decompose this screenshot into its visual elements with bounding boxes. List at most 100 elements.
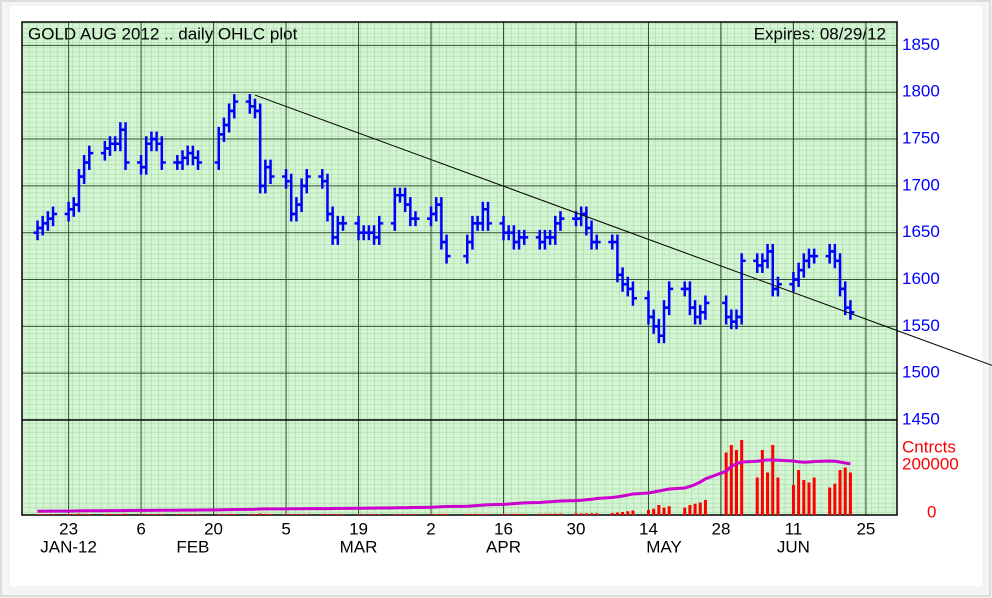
y-tick-label: 1600	[902, 269, 940, 288]
volume-bar	[408, 514, 412, 515]
volume-bar	[833, 483, 837, 515]
open-interest-line	[37, 458, 851, 513]
month-label: APR	[486, 537, 521, 556]
volume-bar	[734, 450, 738, 515]
volume-bar	[481, 514, 485, 515]
chart-title: GOLD AUG 2012 .. daily OHLC plot	[28, 24, 298, 43]
volume-bar	[595, 513, 599, 515]
x-tick-label: 19	[349, 519, 368, 538]
volume-bar	[398, 514, 402, 515]
y-tick-label: 1500	[902, 363, 940, 382]
x-tick-label: 5	[281, 519, 290, 538]
volume-bar	[175, 514, 179, 515]
volume-bar	[103, 514, 107, 515]
y2-axis-label: Cntrcts	[902, 437, 956, 456]
volume-bar	[258, 513, 262, 515]
x-tick-label: 16	[494, 519, 513, 538]
volume-bar	[631, 510, 635, 515]
volume-bar	[791, 485, 795, 515]
x-tick-label: 14	[639, 519, 658, 538]
volume-bar	[771, 445, 775, 515]
x-tick-label: 6	[136, 519, 145, 538]
volume-bar	[341, 514, 345, 515]
volume-bar	[331, 513, 335, 515]
volume-bar	[698, 502, 702, 515]
volume-bar	[579, 513, 583, 515]
volume-bar	[196, 514, 200, 515]
volume-bar	[362, 514, 366, 515]
volume-bar	[263, 513, 267, 515]
volume-bar	[41, 514, 45, 515]
volume-bar	[626, 511, 630, 515]
y-tick-label: 1650	[902, 222, 940, 241]
volume-bar	[538, 513, 542, 515]
volume-bar	[688, 505, 692, 515]
volume-bar	[113, 514, 117, 515]
volume-bar	[512, 513, 516, 515]
y-tick-label: 1450	[902, 409, 940, 428]
y2-tick-label: 200000	[902, 454, 959, 473]
volume-bar	[610, 513, 614, 515]
x-tick-label: 28	[712, 519, 731, 538]
volume-bar	[160, 514, 164, 515]
volume-bar	[227, 514, 231, 515]
volume-bar	[222, 514, 226, 515]
volume-bar	[507, 513, 511, 515]
volume-bar	[253, 514, 257, 515]
month-label: JUN	[777, 537, 810, 556]
volume-bar	[766, 472, 770, 515]
volume-bar	[476, 514, 480, 515]
volume-bar	[367, 514, 371, 515]
volume-bar	[843, 467, 847, 515]
volume-bar	[553, 513, 557, 515]
volume-bar	[470, 514, 474, 515]
volume-bar	[760, 450, 764, 515]
y-tick-label: 1550	[902, 316, 940, 335]
volume-bar	[548, 513, 552, 515]
volume-bar	[377, 514, 381, 515]
plot-border	[21, 21, 898, 516]
volume-bar	[305, 514, 309, 515]
volume-bar	[51, 514, 55, 515]
volume-bar	[372, 514, 376, 515]
volume-bar	[139, 514, 143, 515]
month-label: JAN-12	[40, 537, 97, 556]
volume-bar	[181, 514, 185, 515]
volume-bar	[558, 513, 562, 515]
volume-bar	[502, 513, 506, 515]
x-tick-label: 2	[426, 519, 435, 538]
volume-bar	[543, 513, 547, 515]
volume-bar	[574, 513, 578, 515]
volume-bar	[144, 514, 148, 515]
volume-bar	[740, 440, 744, 515]
volume-bar	[357, 514, 361, 515]
volume-bar	[294, 514, 298, 515]
volume-bar	[807, 482, 811, 515]
annotation: Expires: 08/29/12	[754, 24, 886, 43]
volume-bar	[320, 514, 324, 515]
volume-bar	[434, 514, 438, 515]
volume-bar	[662, 507, 666, 515]
x-tick-label: 11	[785, 519, 803, 538]
volume-bar	[615, 512, 619, 515]
volume-bar	[838, 470, 842, 515]
volume-bar	[300, 514, 304, 515]
y2-tick-label: 0	[927, 502, 936, 521]
volume-bar	[118, 514, 122, 515]
volume-bar	[108, 513, 112, 515]
volume-bar	[325, 514, 329, 515]
volume-bar	[812, 477, 816, 515]
volume-bar	[797, 470, 801, 515]
volume-bar	[289, 514, 293, 515]
volume-bar	[67, 514, 71, 515]
volume-bar	[284, 514, 288, 515]
trendline	[254, 94, 992, 366]
volume-bar	[82, 513, 86, 515]
month-label: FEB	[176, 537, 209, 556]
volume-bar	[36, 514, 40, 515]
volume-bar	[646, 510, 650, 515]
volume-bar	[584, 513, 588, 515]
volume-bar	[269, 514, 273, 515]
